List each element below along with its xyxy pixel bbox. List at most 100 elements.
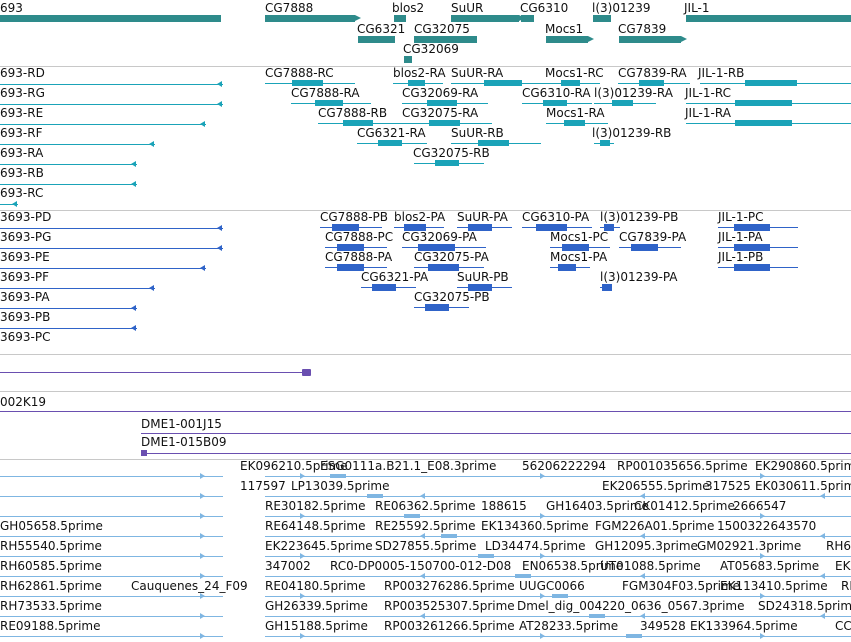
protein-exon[interactable] <box>602 284 612 291</box>
protein-exon[interactable] <box>734 244 770 251</box>
protein-exon[interactable] <box>337 244 364 251</box>
transcript-label: CG6310-RA <box>522 86 591 100</box>
gene-blos2-bar[interactable] <box>394 15 406 22</box>
transcript-exon[interactable] <box>735 120 792 126</box>
est-line[interactable] <box>0 476 223 477</box>
bac-track <box>0 355 851 390</box>
transcript-693-line[interactable] <box>0 164 137 165</box>
est-line[interactable] <box>0 636 223 637</box>
protein-exon[interactable] <box>337 264 364 271</box>
protein-693-line[interactable] <box>0 248 223 249</box>
transcript-exon[interactable] <box>435 160 459 166</box>
bac-feature-end[interactable] <box>302 369 311 376</box>
est-line[interactable] <box>0 596 223 597</box>
protein-693-line[interactable] <box>0 288 155 289</box>
transcript-693-line[interactable] <box>0 84 223 85</box>
transcript-693-line[interactable] <box>0 144 155 145</box>
protein-label: CG32075-PB <box>414 290 490 304</box>
protein-exon[interactable] <box>332 224 359 231</box>
est-line[interactable] <box>0 536 223 537</box>
gene-cg7839-bar[interactable] <box>619 36 681 43</box>
transcript-exon[interactable] <box>292 80 323 86</box>
transcript-693-line[interactable] <box>0 204 18 205</box>
clone-line[interactable] <box>141 433 851 434</box>
protein-exon[interactable] <box>468 224 492 231</box>
est-line[interactable] <box>265 576 851 577</box>
transcript-exon[interactable] <box>543 100 567 106</box>
est-line[interactable] <box>265 636 851 637</box>
protein-exon[interactable] <box>418 244 455 251</box>
gene-suur-bar[interactable] <box>451 15 519 22</box>
protein-exon[interactable] <box>734 224 770 231</box>
gene-cg6321-bar[interactable] <box>358 36 395 43</box>
est-line[interactable] <box>0 616 223 617</box>
protein-exon[interactable] <box>468 284 492 291</box>
est-line[interactable] <box>265 616 851 617</box>
transcript-exon[interactable] <box>564 120 585 126</box>
protein-exon[interactable] <box>428 264 459 271</box>
gene-693-bar[interactable] <box>0 15 221 22</box>
est-line[interactable] <box>0 576 223 577</box>
transcript-exon[interactable] <box>429 120 460 126</box>
transcript-693-line[interactable] <box>0 184 137 185</box>
est-label: LP13039.5prime <box>291 479 390 493</box>
protein-exon[interactable] <box>631 244 658 251</box>
est-line[interactable] <box>0 516 223 517</box>
gene-mocs1-bar[interactable] <box>546 36 588 43</box>
protein-693-line[interactable] <box>0 228 223 229</box>
gene-cg32075-bar[interactable] <box>414 36 477 43</box>
transcript-exon[interactable] <box>745 80 797 86</box>
protein-exon[interactable] <box>558 264 576 271</box>
gene-cg7888-bar[interactable] <box>265 15 355 22</box>
protein-exon[interactable] <box>404 224 426 231</box>
est-line[interactable] <box>265 556 851 557</box>
est-label: GH26339.5prime <box>265 599 368 613</box>
est-line[interactable] <box>265 536 851 537</box>
est-arrow-icon <box>760 473 765 479</box>
protein-693-line[interactable] <box>0 328 137 329</box>
protein-exon[interactable] <box>734 264 770 271</box>
est-arrow-icon <box>300 633 305 639</box>
est-line[interactable] <box>265 496 851 497</box>
transcript-exon[interactable] <box>600 140 610 146</box>
transcript-exon[interactable] <box>639 80 664 86</box>
transcript-exon[interactable] <box>484 80 522 86</box>
transcript-label: CG32069-RA <box>402 86 479 100</box>
transcript-693-line[interactable] <box>0 104 223 105</box>
gene-cg32069-bar[interactable] <box>404 56 412 63</box>
est-label: RH73533.5prime <box>0 599 102 613</box>
transcript-exon[interactable] <box>735 100 792 106</box>
gene-cg6310-bar[interactable] <box>521 15 534 22</box>
gene-l301239-bar[interactable] <box>593 15 611 22</box>
protein-label: Mocs1-PC <box>550 230 609 244</box>
transcript-exon[interactable] <box>612 100 633 106</box>
protein-exon[interactable] <box>425 304 449 311</box>
transcript-693-line[interactable] <box>0 124 206 125</box>
bac-feature-line[interactable] <box>0 372 302 373</box>
protein-label: 3693-PA <box>0 290 50 304</box>
transcript-exon[interactable] <box>561 80 580 86</box>
protein-exon[interactable] <box>536 224 567 231</box>
est-label: GM02921.3prime <box>697 539 802 553</box>
protein-label: 3693-PC <box>0 330 51 344</box>
transcript-exon[interactable] <box>378 140 402 146</box>
est-line[interactable] <box>265 516 851 517</box>
gene-jil1-bar[interactable] <box>686 15 851 22</box>
protein-exon[interactable] <box>562 244 589 251</box>
est-label: 2666547 <box>733 499 787 513</box>
est-line[interactable] <box>0 556 223 557</box>
est-line[interactable] <box>265 476 851 477</box>
transcript-exon[interactable] <box>315 100 343 106</box>
transcript-exon[interactable] <box>478 140 509 146</box>
transcript-exon[interactable] <box>408 80 425 86</box>
est-line[interactable] <box>0 496 223 497</box>
protein-exon[interactable] <box>604 224 614 231</box>
transcript-exon[interactable] <box>427 100 457 106</box>
clone-line[interactable] <box>141 453 851 454</box>
protein-693-line[interactable] <box>0 268 206 269</box>
protein-exon[interactable] <box>372 284 396 291</box>
protein-693-line[interactable] <box>0 308 137 309</box>
transcript-exon[interactable] <box>343 120 373 126</box>
clone-line[interactable] <box>0 411 851 412</box>
protein-label: 3693-PE <box>0 250 50 264</box>
